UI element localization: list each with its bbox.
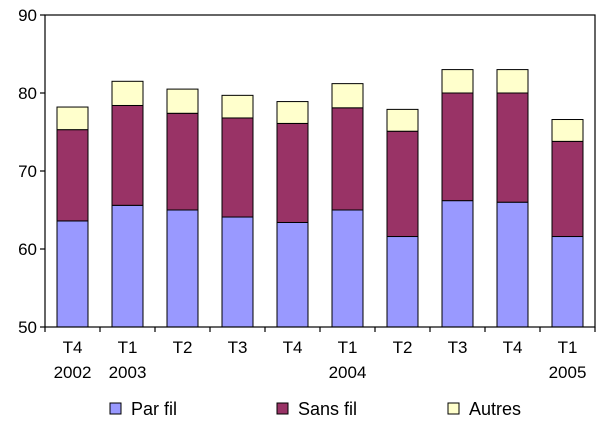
y-tick-label: 50: [18, 318, 37, 337]
legend: Par fil Sans fil Autres: [109, 399, 521, 419]
y-tick-label: 80: [18, 84, 37, 103]
x-tick-label-quarter: T4: [63, 338, 83, 357]
legend-swatch-sans-fil: [276, 402, 289, 415]
bar-segment-autres: [111, 80, 144, 106]
legend-label-autres: Autres: [469, 399, 521, 419]
bar-segment-sans-fil: [496, 92, 529, 203]
x-tick-label-quarter: T2: [393, 338, 413, 357]
bar-segment-autres: [551, 119, 584, 142]
bar-segment-sans-fil: [441, 92, 474, 202]
bar-segment-sans-fil: [386, 130, 419, 238]
x-tick-label-year: 2004: [329, 363, 367, 382]
y-tick-label: 70: [18, 162, 37, 181]
bar-segment-sans-fil: [276, 122, 309, 223]
x-tick-label-quarter: T1: [118, 338, 138, 357]
x-tick-label-year: 2005: [549, 363, 587, 382]
y-tick-label: 90: [18, 6, 37, 25]
x-axis: T4 2002 T1 2003 T2 T3 T4 T1 2004 T2 T3 T4 T1 2005: [44, 327, 596, 382]
legend-swatch-par-fil: [109, 402, 122, 415]
bar-segment-par-fil: [386, 236, 419, 328]
bar-segment-sans-fil: [551, 140, 584, 238]
x-tick-label-year: 2003: [109, 363, 147, 382]
bar-segment-autres: [496, 69, 529, 94]
x-tick-label-quarter: T1: [558, 338, 578, 357]
bar-segment-sans-fil: [56, 129, 89, 222]
x-tick-label-quarter: T1: [338, 338, 358, 357]
bar-segment-sans-fil: [331, 107, 364, 211]
bar-segment-par-fil: [166, 209, 199, 328]
bar-segment-autres: [386, 108, 419, 132]
bar-segment-sans-fil: [221, 117, 254, 218]
bar-segment-autres: [166, 88, 199, 114]
bar-segment-par-fil: [56, 220, 89, 328]
y-axis: 50 60 70 80 90: [18, 6, 45, 337]
x-tick-label-quarter: T3: [228, 338, 248, 357]
bar-segment-par-fil: [111, 204, 144, 328]
bar-segment-autres: [441, 69, 474, 94]
bar-segment-sans-fil: [111, 104, 144, 206]
legend-label-sans-fil: Sans fil: [298, 399, 357, 419]
bars-layer: [56, 69, 584, 328]
bar-segment-par-fil: [221, 216, 254, 328]
x-tick-label-quarter: T4: [503, 338, 523, 357]
x-tick-label-quarter: T3: [448, 338, 468, 357]
x-tick-label-year: 2002: [54, 363, 92, 382]
bar-segment-autres: [56, 106, 89, 131]
x-tick-label-quarter: T2: [173, 338, 193, 357]
bar-segment-autres: [221, 94, 254, 119]
legend-label-par-fil: Par fil: [131, 399, 177, 419]
bar-segment-par-fil: [441, 200, 474, 328]
bar-segment-par-fil: [276, 221, 309, 328]
legend-swatch-autres: [447, 402, 460, 415]
bar-segment-par-fil: [331, 209, 364, 328]
bar-segment-sans-fil: [166, 112, 199, 211]
bar-segment-par-fil: [496, 201, 529, 328]
bar-segment-autres: [276, 101, 309, 124]
y-tick-label: 60: [18, 240, 37, 259]
bar-segment-par-fil: [551, 236, 584, 328]
bar-segment-autres: [331, 83, 364, 109]
x-tick-label-quarter: T4: [283, 338, 303, 357]
